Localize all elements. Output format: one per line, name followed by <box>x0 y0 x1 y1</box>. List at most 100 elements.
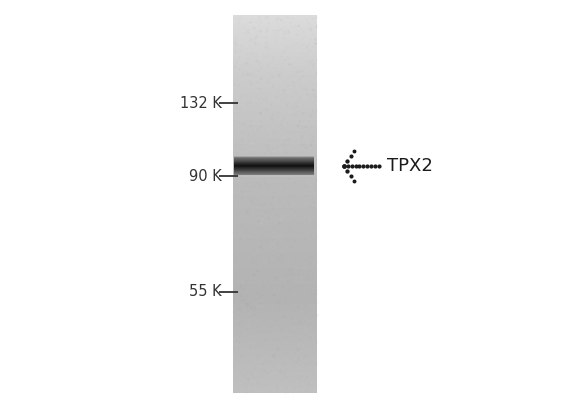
Bar <box>233 270 317 272</box>
Bar <box>233 77 317 80</box>
Bar <box>233 44 317 46</box>
Bar <box>233 166 317 169</box>
Bar <box>234 176 314 177</box>
Bar <box>234 175 314 176</box>
Bar <box>233 251 317 254</box>
Bar <box>233 183 317 185</box>
Bar <box>233 279 317 282</box>
Bar <box>234 162 314 163</box>
Bar <box>234 169 314 170</box>
Bar <box>233 138 317 141</box>
Bar <box>233 29 317 31</box>
Bar <box>234 172 314 173</box>
Bar <box>233 164 317 167</box>
Bar <box>233 352 317 355</box>
Bar <box>234 166 314 167</box>
Bar <box>234 174 314 175</box>
Bar <box>233 76 317 78</box>
Bar <box>233 388 317 391</box>
Bar <box>234 164 314 165</box>
Bar <box>234 167 314 168</box>
Bar <box>233 106 317 109</box>
Bar <box>233 47 317 50</box>
Bar <box>233 64 317 67</box>
Bar <box>233 158 317 161</box>
Bar <box>234 165 314 166</box>
Bar <box>233 309 317 312</box>
Bar <box>233 249 317 252</box>
Bar <box>233 271 317 274</box>
Bar <box>233 70 317 73</box>
Bar <box>234 167 314 168</box>
Bar <box>233 245 317 248</box>
Bar <box>233 207 317 210</box>
Bar <box>233 239 317 242</box>
Bar <box>233 296 317 299</box>
Bar <box>233 290 317 293</box>
Bar <box>233 53 317 56</box>
Text: 55 K: 55 K <box>189 284 222 299</box>
Bar <box>233 226 317 229</box>
Bar <box>233 91 317 94</box>
Bar <box>233 140 317 143</box>
Bar <box>234 173 314 174</box>
Bar <box>233 177 317 180</box>
Bar <box>233 27 317 30</box>
Bar <box>234 156 314 157</box>
Bar <box>233 292 317 295</box>
Bar <box>233 347 317 350</box>
Bar <box>234 170 314 171</box>
Bar <box>233 121 317 124</box>
Bar <box>233 130 317 133</box>
Bar <box>233 328 317 331</box>
Bar <box>233 326 317 329</box>
Bar <box>233 302 317 304</box>
Bar <box>233 38 317 40</box>
Bar <box>234 173 314 174</box>
Bar <box>233 223 317 225</box>
Bar <box>233 373 317 376</box>
Bar <box>233 256 317 259</box>
Bar <box>233 384 317 387</box>
Bar <box>233 371 317 374</box>
Text: TPX2: TPX2 <box>387 157 433 175</box>
Bar <box>233 345 317 347</box>
Bar <box>233 66 317 69</box>
Bar <box>233 123 317 126</box>
Bar <box>233 305 317 308</box>
Bar <box>233 25 317 28</box>
Bar <box>233 68 317 71</box>
Bar <box>233 134 317 137</box>
Bar <box>233 198 317 201</box>
Bar <box>233 128 317 131</box>
Bar <box>233 307 317 310</box>
Bar <box>234 168 314 169</box>
Bar <box>233 253 317 256</box>
Bar <box>233 315 317 318</box>
Bar <box>233 334 317 336</box>
Bar <box>233 243 317 246</box>
Bar <box>233 19 317 22</box>
Bar <box>233 153 317 156</box>
Bar <box>233 358 317 361</box>
Bar <box>233 349 317 352</box>
Bar <box>233 125 317 127</box>
Bar <box>233 285 317 288</box>
Bar <box>234 170 314 171</box>
Bar <box>233 115 317 118</box>
Bar <box>233 94 317 97</box>
Bar <box>233 275 317 278</box>
Bar <box>233 59 317 62</box>
Bar <box>233 109 317 112</box>
Bar <box>233 61 317 63</box>
Bar <box>233 74 317 77</box>
Bar <box>233 51 317 54</box>
Bar <box>233 320 317 323</box>
Bar <box>233 147 317 150</box>
Bar <box>233 366 317 369</box>
Bar <box>233 356 317 359</box>
Bar <box>233 204 317 207</box>
Bar <box>234 156 314 157</box>
Bar <box>233 151 317 153</box>
Bar <box>233 311 317 314</box>
